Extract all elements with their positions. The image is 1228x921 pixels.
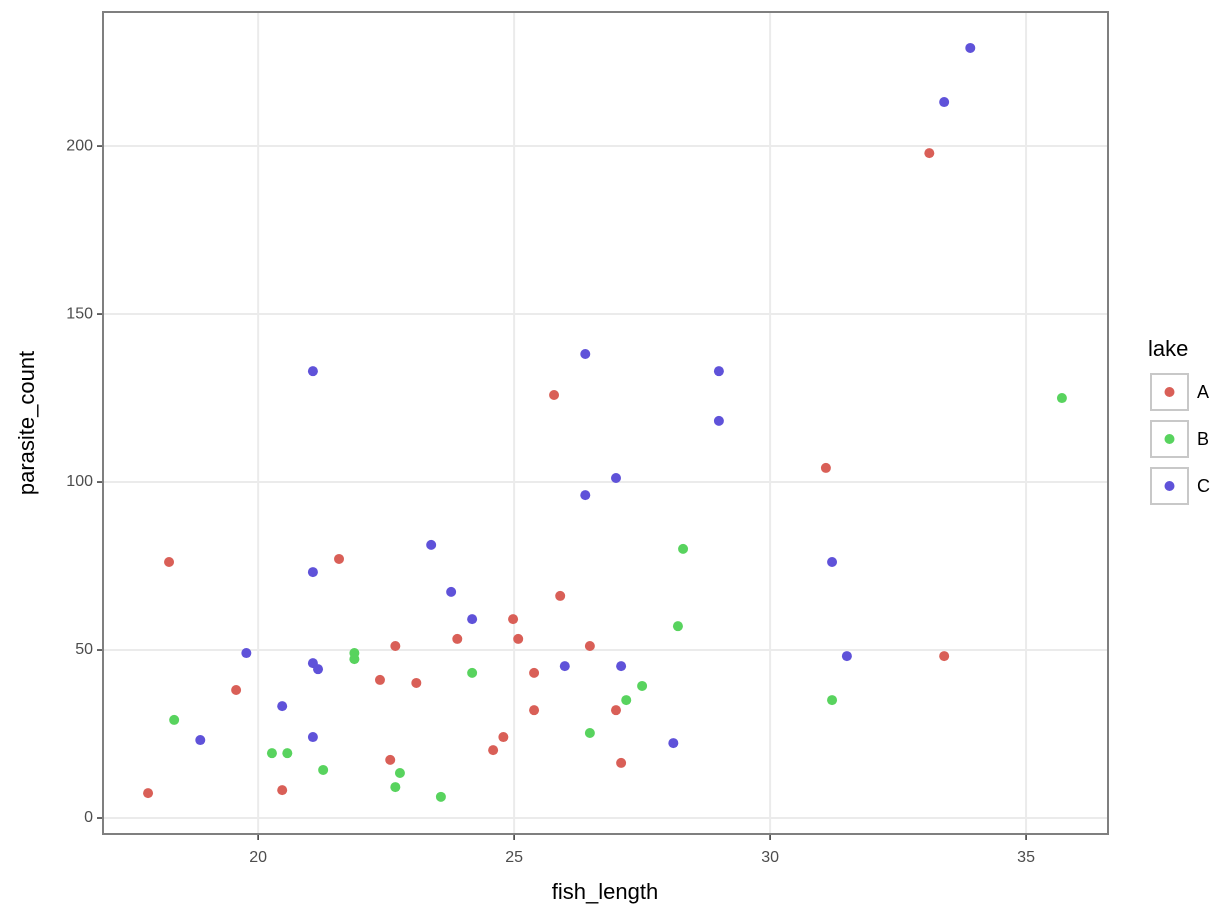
point (924, 148, 935, 159)
point (164, 556, 175, 567)
point (580, 349, 591, 360)
y-tick-label: 0 (84, 809, 93, 826)
point (277, 785, 288, 796)
point (616, 661, 627, 672)
point (529, 705, 540, 716)
point (678, 543, 689, 554)
point (584, 728, 595, 739)
point (282, 748, 293, 759)
point (307, 567, 318, 578)
point (318, 764, 329, 775)
point (452, 633, 463, 644)
point (610, 705, 621, 716)
point (1056, 393, 1067, 404)
y-tick-label: 200 (66, 137, 93, 154)
point (513, 633, 524, 644)
y-axis-title: parasite_count (14, 351, 39, 495)
legend-swatch (1164, 434, 1175, 444)
point (277, 701, 288, 712)
point (584, 640, 595, 651)
x-axis-title: fish_length (552, 879, 658, 904)
legend-title: lake (1148, 336, 1188, 361)
point (713, 366, 724, 377)
point (446, 586, 457, 597)
point (143, 788, 154, 799)
legend-swatch (1164, 387, 1175, 397)
legend-label: A (1197, 382, 1209, 402)
point (467, 614, 478, 625)
point (313, 664, 324, 675)
point (559, 661, 570, 672)
point (435, 791, 446, 802)
point (555, 590, 566, 601)
point (580, 490, 591, 501)
point (498, 732, 509, 743)
panel (103, 12, 1108, 834)
x-tick-label: 30 (761, 849, 779, 866)
x-tick-label: 35 (1017, 849, 1035, 866)
legend-label: C (1197, 476, 1210, 496)
point (231, 685, 242, 696)
y-tick-label: 50 (75, 641, 93, 658)
point (508, 614, 519, 625)
point (637, 680, 648, 691)
point (621, 695, 632, 706)
point (965, 42, 976, 53)
legend-swatch (1164, 481, 1175, 491)
point (939, 651, 950, 662)
point (390, 782, 401, 793)
point (394, 767, 405, 778)
point (827, 695, 838, 706)
point (349, 654, 360, 665)
legend-label: B (1197, 429, 1209, 449)
point (939, 97, 950, 108)
point (841, 651, 852, 662)
x-tick-label: 25 (505, 849, 523, 866)
point (411, 677, 422, 688)
point (390, 640, 401, 651)
point (668, 738, 679, 749)
point (529, 667, 540, 678)
point (672, 621, 683, 632)
point (467, 667, 478, 678)
point (266, 748, 277, 759)
point (385, 754, 396, 765)
x-tick-label: 20 (249, 849, 267, 866)
point (241, 648, 252, 659)
point (827, 556, 838, 567)
point (488, 745, 499, 756)
point (426, 539, 437, 550)
point (549, 390, 560, 401)
point (334, 553, 345, 564)
point (169, 714, 180, 725)
point (616, 757, 627, 768)
point (307, 366, 318, 377)
y-tick-label: 100 (66, 473, 93, 490)
panel-border (102, 11, 1109, 835)
point (307, 732, 318, 743)
point (610, 472, 621, 483)
point (195, 735, 206, 746)
point (374, 674, 385, 685)
point (713, 415, 724, 426)
y-tick-label: 150 (66, 305, 93, 322)
point (820, 462, 831, 473)
